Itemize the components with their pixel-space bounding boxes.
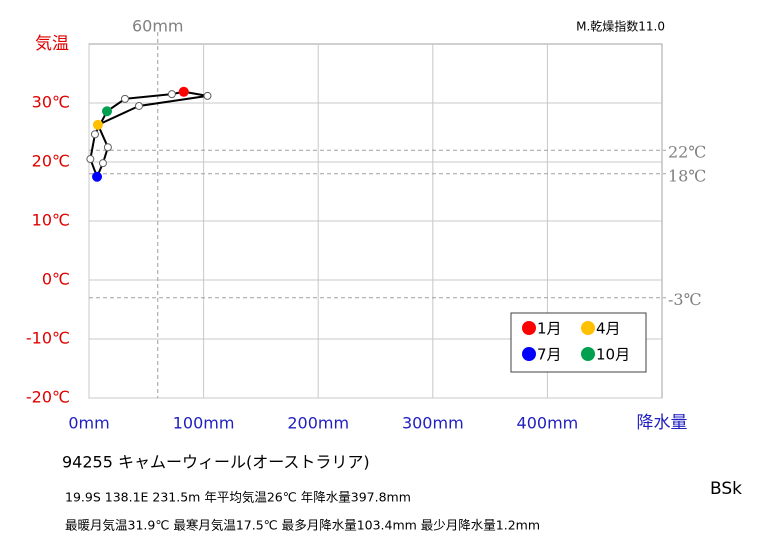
month-point xyxy=(134,101,143,110)
legend-marker xyxy=(522,347,536,361)
month-point xyxy=(203,91,212,100)
legend-marker xyxy=(581,347,595,361)
y-tick-label: -10℃ xyxy=(26,329,70,348)
month-point xyxy=(92,171,103,182)
reference-label: 22℃ xyxy=(668,143,706,162)
legend-label: 4月 xyxy=(596,320,621,338)
month-point xyxy=(167,90,176,99)
month-point xyxy=(120,94,129,103)
station: 94255 キャムーウィール(オーストラリア) xyxy=(62,453,370,472)
y-tick-label: -20℃ xyxy=(26,388,70,407)
x-tick-label: 0mm xyxy=(68,414,109,433)
y-tick-label: 10℃ xyxy=(32,211,70,230)
x-tick-label: 400mm xyxy=(517,414,579,433)
y-axis-title: 気温 xyxy=(35,34,69,54)
reference-label: -3℃ xyxy=(668,290,701,309)
month-point xyxy=(90,130,99,139)
reference-label: 60mm xyxy=(132,17,184,36)
month-point xyxy=(103,143,112,152)
x-tick-label: 200mm xyxy=(287,414,349,433)
legend-label: 7月 xyxy=(537,346,562,364)
y-tick-label: 0℃ xyxy=(42,270,70,289)
reference-label: 18℃ xyxy=(668,166,706,185)
month-point xyxy=(101,106,112,117)
month-point xyxy=(86,155,95,164)
x-axis-title: 降水量 xyxy=(637,413,688,433)
legend-label: 1月 xyxy=(537,320,562,338)
y-tick-label: 30℃ xyxy=(32,93,70,112)
month-point xyxy=(92,119,103,130)
info-line: 19.9S 138.1E 231.5m 年平均気温26℃ 年降水量397.8mm xyxy=(65,490,411,505)
index-label: M.乾燥指数11.0 xyxy=(576,19,665,34)
x-tick-label: 300mm xyxy=(402,414,464,433)
climate-class: BSk xyxy=(710,479,742,499)
legend-box xyxy=(510,312,647,373)
legend-marker xyxy=(522,321,536,335)
x-tick-label: 100mm xyxy=(173,414,235,433)
month-point xyxy=(178,86,189,97)
info-line: 最暖月気温31.9℃ 最寒月気温17.5℃ 最多月降水量103.4mm 最少月降… xyxy=(65,518,540,533)
y-tick-label: 20℃ xyxy=(32,152,70,171)
legend-marker xyxy=(581,321,595,335)
month-point xyxy=(98,159,107,168)
legend-label: 10月 xyxy=(596,346,630,364)
